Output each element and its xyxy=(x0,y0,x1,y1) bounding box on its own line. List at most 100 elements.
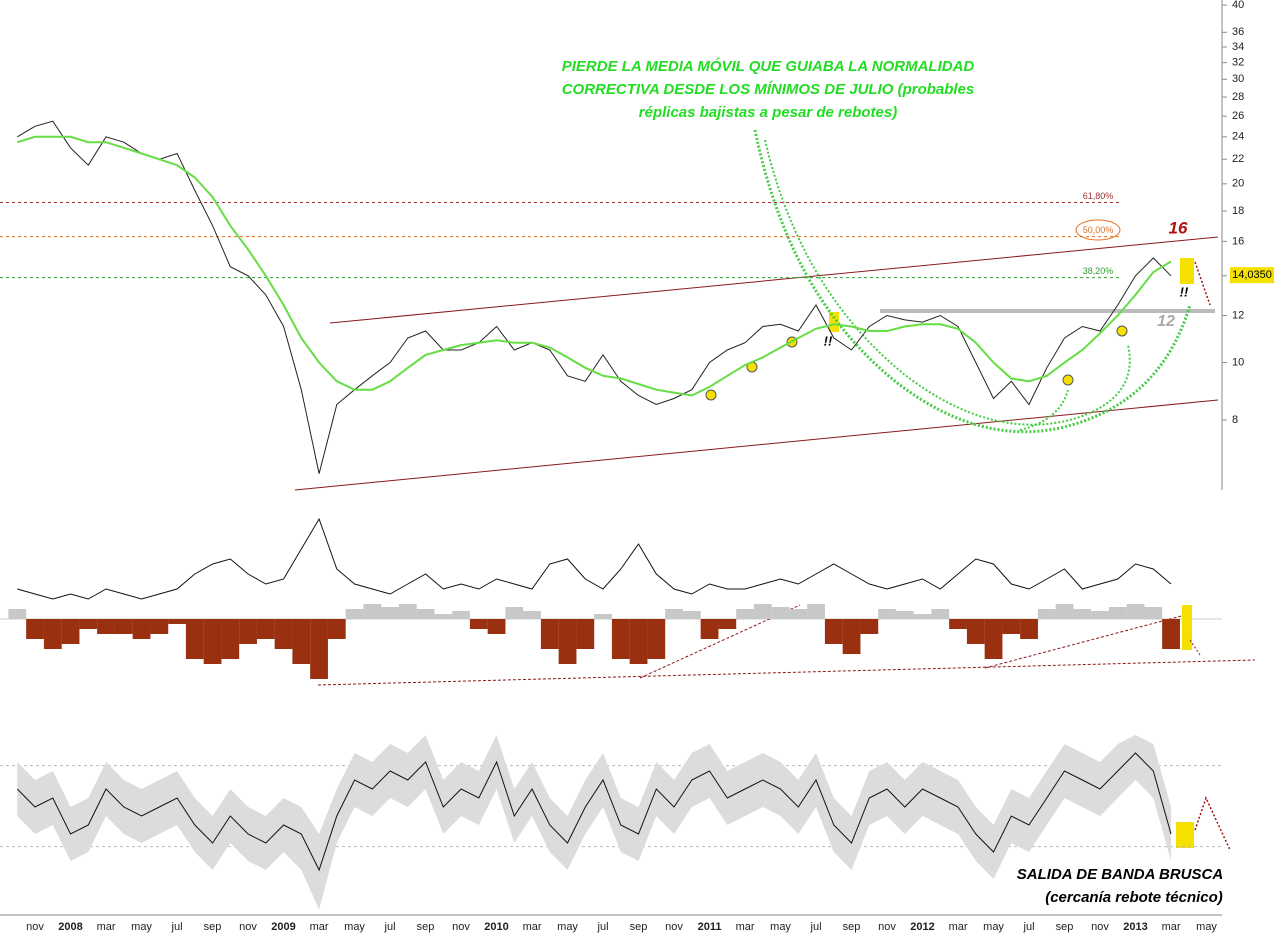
level-label: 38,20% xyxy=(1083,266,1114,276)
histogram-bar xyxy=(1091,611,1109,619)
y-tick-label: 24 xyxy=(1232,131,1244,143)
histogram-bar xyxy=(256,619,275,639)
histogram-bar xyxy=(505,607,524,619)
histogram-bar xyxy=(97,619,115,634)
histogram-bar xyxy=(398,604,417,619)
highlight xyxy=(1182,605,1192,650)
histogram-bar xyxy=(966,619,985,644)
x-tick-label: sep xyxy=(843,921,861,933)
histogram-bar xyxy=(913,614,932,619)
histogram-bar xyxy=(221,619,240,659)
histogram-bar xyxy=(150,619,169,634)
histogram-bar xyxy=(736,609,754,619)
x-tick-label: mar xyxy=(949,921,968,933)
x-tick-label: jul xyxy=(384,921,396,933)
y-tick-label: 22 xyxy=(1232,153,1244,165)
y-tick-label: 30 xyxy=(1232,73,1244,85)
y-tick-label: 8 xyxy=(1232,414,1238,426)
arc xyxy=(764,139,1131,426)
histogram-bar xyxy=(8,609,27,619)
arc xyxy=(1019,389,1069,431)
histogram-bar xyxy=(718,619,737,629)
annotation: 12 xyxy=(1157,313,1175,330)
x-tick-label: 2008 xyxy=(58,921,82,933)
x-tick-label: may xyxy=(131,921,152,933)
highlight xyxy=(1176,822,1194,848)
y-tick-label: 18 xyxy=(1232,205,1244,217)
oscillator-line xyxy=(17,517,1172,600)
arc xyxy=(753,129,1192,434)
x-tick-label: 2013 xyxy=(1123,921,1147,933)
x-tick-label: jul xyxy=(597,921,609,933)
histogram-bar xyxy=(381,607,399,619)
histogram-bar xyxy=(1055,604,1074,619)
y-tick-label: 40 xyxy=(1232,0,1244,11)
price-line xyxy=(17,120,1172,474)
histogram-bar xyxy=(1037,609,1056,619)
histogram-bar xyxy=(771,607,790,619)
x-tick-label: may xyxy=(983,921,1004,933)
histogram-bar xyxy=(1108,607,1127,619)
histogram-bar xyxy=(558,619,577,664)
price-tag xyxy=(1230,267,1274,284)
histogram-bar xyxy=(26,619,44,639)
histogram-bar xyxy=(807,604,825,619)
histogram-bar xyxy=(682,611,701,619)
histogram-bar xyxy=(292,619,311,664)
annotation: !! xyxy=(824,333,833,348)
histogram-bar xyxy=(824,619,843,644)
histogram-bar xyxy=(540,619,559,649)
y-tick-label: 26 xyxy=(1232,110,1244,122)
x-tick-label: mar xyxy=(523,921,542,933)
histogram-bar xyxy=(789,609,808,619)
moving-average xyxy=(17,135,1172,397)
x-tick-label: may xyxy=(557,921,578,933)
histogram-bar xyxy=(79,619,98,629)
x-tick-label: sep xyxy=(204,921,222,933)
highlight-ellipse xyxy=(1075,219,1121,241)
band xyxy=(17,735,1172,910)
y-tick-label: 10 xyxy=(1232,356,1244,368)
x-tick-label: 2011 xyxy=(698,921,722,933)
histogram-bar xyxy=(1162,619,1180,649)
histogram-bar xyxy=(416,609,435,619)
histogram-bar xyxy=(753,604,772,619)
histogram-bar xyxy=(168,619,186,624)
histogram-bar xyxy=(274,619,293,649)
histogram-bar xyxy=(203,619,222,664)
y-tick-label: 34 xyxy=(1232,41,1244,53)
y-tick-label: 36 xyxy=(1232,26,1244,38)
price-tag-label: 14,0350 xyxy=(1232,269,1272,281)
histogram-bar xyxy=(1144,607,1163,619)
x-tick-label: sep xyxy=(630,921,648,933)
x-tick-label: 2010 xyxy=(484,921,508,933)
x-tick-label: jul xyxy=(171,921,183,933)
y-tick-label: 32 xyxy=(1232,57,1244,69)
arrow xyxy=(1189,639,1201,656)
trend-line xyxy=(294,399,1219,491)
y-tick-label: 20 xyxy=(1232,178,1244,190)
dot xyxy=(1116,325,1128,337)
histogram-bar xyxy=(949,619,967,629)
x-tick-label: may xyxy=(770,921,791,933)
x-tick-label: 2012 xyxy=(910,921,934,933)
histogram-bar xyxy=(931,609,950,619)
level-label: 61,80% xyxy=(1083,191,1114,201)
touch-points xyxy=(705,325,1128,401)
oscillator-line xyxy=(16,752,1172,872)
x-tick-label: mar xyxy=(736,921,755,933)
x-tick-label: nov xyxy=(26,921,44,933)
histogram-bar xyxy=(434,614,453,619)
level-label: 50,00% xyxy=(1083,225,1114,235)
histogram-bar xyxy=(700,619,719,639)
annotation: SALIDA DE BANDA BRUSCA xyxy=(1017,866,1223,883)
annotation: CORRECTIVA DESDE LOS MÍNIMOS DE JULIO (p… xyxy=(562,81,975,98)
annotation: 16 xyxy=(1169,218,1188,237)
y-tick-label: 28 xyxy=(1232,91,1244,103)
histogram-bar xyxy=(469,619,488,629)
x-tick-label: 2009 xyxy=(271,921,295,933)
y-tick-label: 12 xyxy=(1232,309,1244,321)
histogram-bar xyxy=(345,609,364,619)
x-tick-label: jul xyxy=(1023,921,1035,933)
